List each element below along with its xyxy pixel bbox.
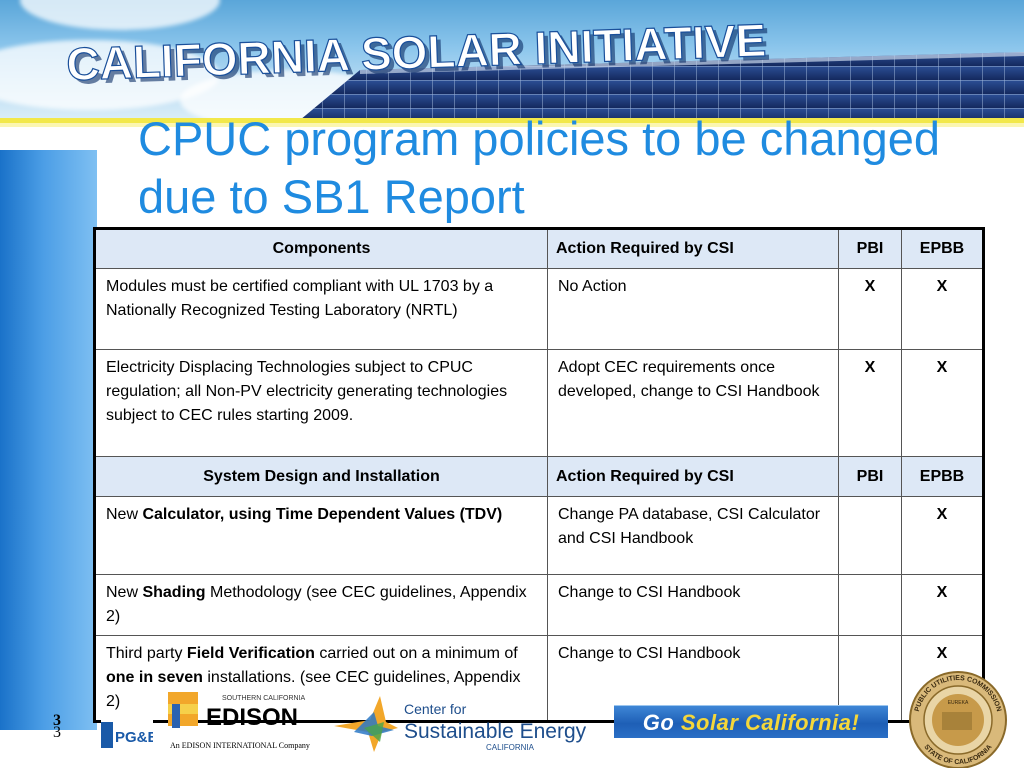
header-cell-component: System Design and Installation <box>94 456 548 497</box>
cell-epbb: X <box>901 496 984 575</box>
header-cell-epbb: EPBB <box>901 456 984 497</box>
table-row: Third party Field Verification carried o… <box>94 635 984 722</box>
svg-text:CALIFORNIA: CALIFORNIA <box>486 743 535 752</box>
table-header-row: System Design and Installation Action Req… <box>94 456 984 497</box>
cpuc-seal-logo: PUBLIC UTILITIES COMMISSION STATE OF CAL… <box>909 671 1007 768</box>
cell-action: Change to CSI Handbook <box>547 574 839 636</box>
banner-stripe-light <box>0 123 1024 127</box>
solar-panels-image <box>300 52 1024 120</box>
table-row: Modules must be certified compliant with… <box>94 268 984 350</box>
cell-pbi: X <box>838 268 902 350</box>
cell-action: Change PA database, CSI Calculator and C… <box>547 496 839 575</box>
banner-title: CALIFORNIA SOLAR INITIATIVE CALIFORNIA S… <box>66 13 771 88</box>
text: Methodology (see CEC guidelines, Appendi… <box>106 584 527 625</box>
banner-title-text: CALIFORNIA SOLAR INITIATIVE <box>66 14 767 88</box>
table-row: Electricity Displacing Technologies subj… <box>94 349 984 457</box>
banner-stripe <box>0 118 1024 123</box>
left-sidebar-bar <box>0 150 97 730</box>
header-cell-pbi: PBI <box>838 456 902 497</box>
text: carried out on a minimum of <box>314 645 518 662</box>
page-number-shadow: 3 <box>53 724 61 741</box>
table-row: New Calculator, using Time Dependent Val… <box>94 496 984 575</box>
go-solar-text-1: Go <box>642 710 681 735</box>
svg-text:EDISON: EDISON <box>206 704 298 731</box>
bold-text: one in seven <box>106 669 203 686</box>
table-header-row: Components Action Required by CSI PBI EPBB <box>94 228 984 269</box>
bold-text: Calculator, using Time Dependent Values … <box>142 506 503 523</box>
svg-text:An EDISON INTERNATIONAL Compan: An EDISON INTERNATIONAL Company <box>170 741 310 750</box>
cell-component: New Shading Methodology (see CEC guideli… <box>94 574 548 636</box>
svg-text:Sustainable Energy: Sustainable Energy <box>404 720 587 743</box>
slide-title-line-2: due to SB1 Report <box>138 170 525 223</box>
policy-table: Components Action Required by CSI PBI EPBB M… <box>93 227 985 723</box>
table-row: New Shading Methodology (see CEC guideli… <box>94 574 984 636</box>
svg-text:PG&E: PG&E <box>115 729 153 746</box>
text: New <box>106 584 143 601</box>
cell-action: No Action <box>547 268 839 350</box>
cell-pbi <box>838 574 902 636</box>
cell-epbb: X <box>901 349 984 457</box>
bold-text: Field Verification <box>186 645 315 662</box>
bold-text: Shading <box>142 584 206 601</box>
header-cell-action: Action Required by CSI <box>547 228 839 269</box>
text: New <box>106 506 143 523</box>
header-banner: CALIFORNIA SOLAR INITIATIVE CALIFORNIA S… <box>0 0 1024 120</box>
slide-title-line-1: CPUC program policies to be changed <box>138 112 941 165</box>
cell-component: Electricity Displacing Technologies subj… <box>94 349 548 457</box>
pge-logo: PG&E <box>101 718 153 750</box>
cell-component: Modules must be certified compliant with… <box>94 268 548 350</box>
cell-pbi <box>838 496 902 575</box>
svg-text:EUREKA: EUREKA <box>948 700 969 706</box>
center-sustainable-energy-logo: Center for Sustainable Energy CALIFORNIA <box>334 696 587 752</box>
cell-pbi: X <box>838 349 902 457</box>
cell-epbb: X <box>901 574 984 636</box>
header-cell-component: Components <box>94 228 548 269</box>
page-number: 3 <box>53 712 61 729</box>
header-cell-pbi: PBI <box>838 228 902 269</box>
svg-text:Center for: Center for <box>404 701 467 717</box>
cell-component: New Calculator, using Time Dependent Val… <box>94 496 548 575</box>
cell-epbb: X <box>901 268 984 350</box>
header-cell-epbb: EPBB <box>901 228 984 269</box>
cell-action: Adopt CEC requirements once developed, c… <box>547 349 839 457</box>
text: installations. (see CEC guidelines, Appe… <box>106 669 521 710</box>
go-solar-california-logo: Go Solar California! <box>614 705 888 738</box>
text: Third party <box>106 645 187 662</box>
svg-text:SOUTHERN CALIFORNIA: SOUTHERN CALIFORNIA <box>222 695 306 702</box>
go-solar-text-2: Solar California! <box>680 710 860 735</box>
slide-title: CPUC program policies to be changed due … <box>138 110 1018 226</box>
text: Electricity Displacing Technologies subj… <box>106 359 508 424</box>
cell-component: Third party Field Verification carried o… <box>94 635 548 722</box>
edison-logo: SOUTHERN CALIFORNIA EDISON An EDISON INT… <box>168 692 310 750</box>
text: Modules must be certified compliant with… <box>106 278 494 319</box>
header-cell-action: Action Required by CSI <box>547 456 839 497</box>
